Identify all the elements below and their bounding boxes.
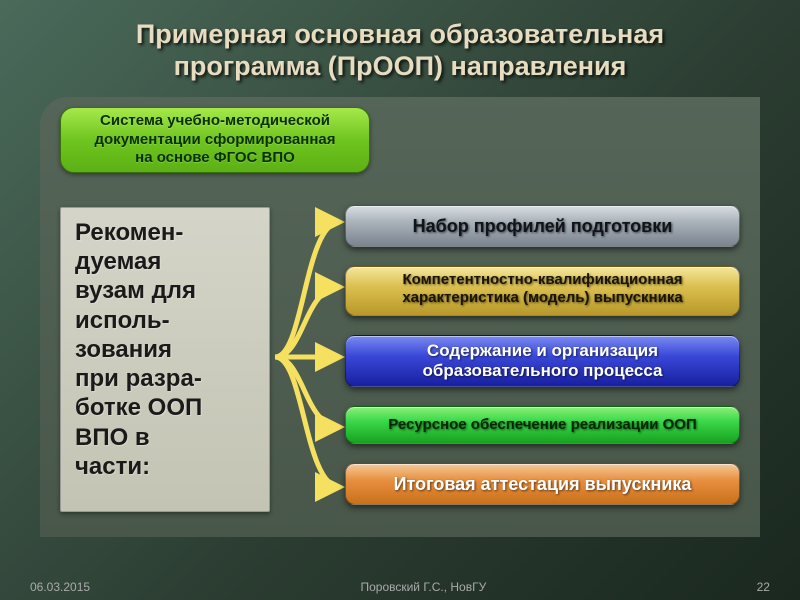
pill-4: Итоговая аттестация выпускника xyxy=(345,463,740,505)
pill-list: Набор профилей подготовки Компетентностно… xyxy=(345,205,740,505)
header-green-box: Система учебно-методической документации… xyxy=(60,107,370,173)
pill-0: Набор профилей подготовки xyxy=(345,205,740,247)
pill-2: Содержание и организация образовательног… xyxy=(345,335,740,387)
footer-page: 22 xyxy=(757,580,770,594)
content-area: Система учебно-методической документации… xyxy=(40,97,760,537)
left-description-box: Рекомен- дуемая вузам для исполь- зовани… xyxy=(60,207,270,512)
pill-3: Ресурсное обеспечение реализации ООП xyxy=(345,406,740,444)
arrows-svg xyxy=(265,192,355,522)
pill-1: Компетентностно-квалификационная характе… xyxy=(345,266,740,316)
slide: Примерная основная образовательная прогр… xyxy=(0,0,800,600)
green-line2: документации сформированная xyxy=(95,131,336,148)
green-line3: на основе ФГОС ВПО xyxy=(135,149,295,166)
footer-author: Поровский Г.С., НовГУ xyxy=(360,580,486,594)
footer: 06.03.2015 Поровский Г.С., НовГУ 22 xyxy=(0,580,800,594)
green-line1: Система учебно-методической xyxy=(100,112,330,129)
slide-title: Примерная основная образовательная прогр… xyxy=(30,18,770,83)
left-box-text: Рекомен- дуемая вузам для исполь- зовани… xyxy=(75,219,202,480)
title-line1: Примерная основная образовательная xyxy=(136,19,664,49)
footer-date: 06.03.2015 xyxy=(30,580,90,594)
title-line2: программа (ПрООП) направления xyxy=(174,51,627,81)
